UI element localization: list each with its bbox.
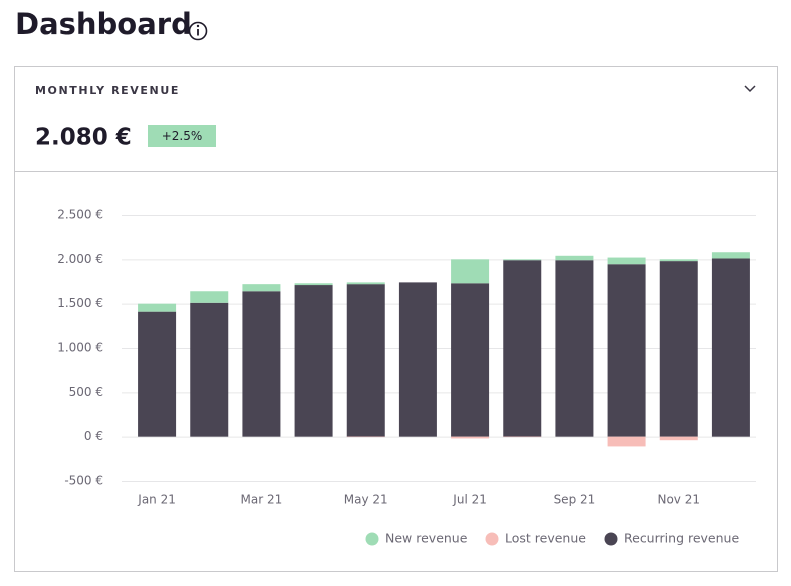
bar-segment — [608, 264, 646, 436]
chevron[interactable] — [745, 86, 755, 91]
legend-swatch — [486, 533, 499, 546]
y-tick-label: 2.000 € — [57, 252, 103, 266]
info-icon[interactable] — [190, 23, 207, 40]
x-tick-label: Jan 21 — [137, 493, 176, 507]
bar-segment — [503, 259, 541, 260]
bar-segment — [503, 260, 541, 436]
bar-segment — [451, 283, 489, 436]
chart: -500 € 0 € 500 € 1.000 € 1.500 € 2.000 € 2.500… — [57, 208, 756, 546]
bar-segment — [555, 256, 593, 260]
legend-label: New revenue — [385, 531, 468, 546]
legend-swatch — [366, 533, 379, 546]
bar-segment — [190, 291, 228, 303]
y-tick-label: -500 € — [64, 474, 103, 488]
x-tick-label: Jul 21 — [452, 493, 487, 507]
y-tick-label: 1.500 € — [57, 296, 103, 310]
bar-segment — [295, 283, 333, 285]
legend-label: Lost revenue — [505, 531, 586, 546]
info-dot — [197, 25, 199, 27]
y-tick-label: 0 € — [84, 429, 103, 443]
y-tick-label: 500 € — [69, 385, 103, 399]
bar-segment — [347, 282, 385, 284]
y-tick-label: 2.500 € — [57, 208, 103, 222]
bar-segment — [138, 312, 176, 437]
bar-segment — [451, 259, 489, 283]
x-tick-label: Mar 21 — [241, 493, 283, 507]
bar-segment — [242, 291, 280, 436]
bar-segment — [555, 260, 593, 436]
bar-segment — [712, 258, 750, 436]
bar-segment — [660, 437, 698, 441]
x-tick-label: Sep 21 — [554, 493, 596, 507]
y-tick-label: 1.000 € — [57, 341, 103, 355]
bar-segment — [242, 284, 280, 291]
legend-label: Recurring revenue — [624, 531, 739, 546]
legend-swatch — [605, 533, 618, 546]
x-tick-label: Nov 21 — [657, 493, 700, 507]
bar-segment — [138, 304, 176, 312]
bar-segment — [608, 258, 646, 265]
page-title: Dashboard — [15, 7, 192, 41]
bar-segment — [660, 259, 698, 261]
change-text: +2.5% — [162, 129, 203, 143]
bar-segment — [608, 437, 646, 447]
bar-segment — [295, 285, 333, 437]
bar-segment — [712, 252, 750, 258]
bar-segment — [451, 437, 489, 439]
bar-segment — [347, 284, 385, 437]
bar-segment — [660, 261, 698, 437]
card-title: MONTHLY REVENUE — [35, 84, 180, 97]
x-tick-label: May 21 — [344, 493, 388, 507]
bar-segment — [190, 303, 228, 437]
kpi-value: 2.080 € — [35, 125, 132, 151]
bar-segment — [399, 282, 437, 436]
